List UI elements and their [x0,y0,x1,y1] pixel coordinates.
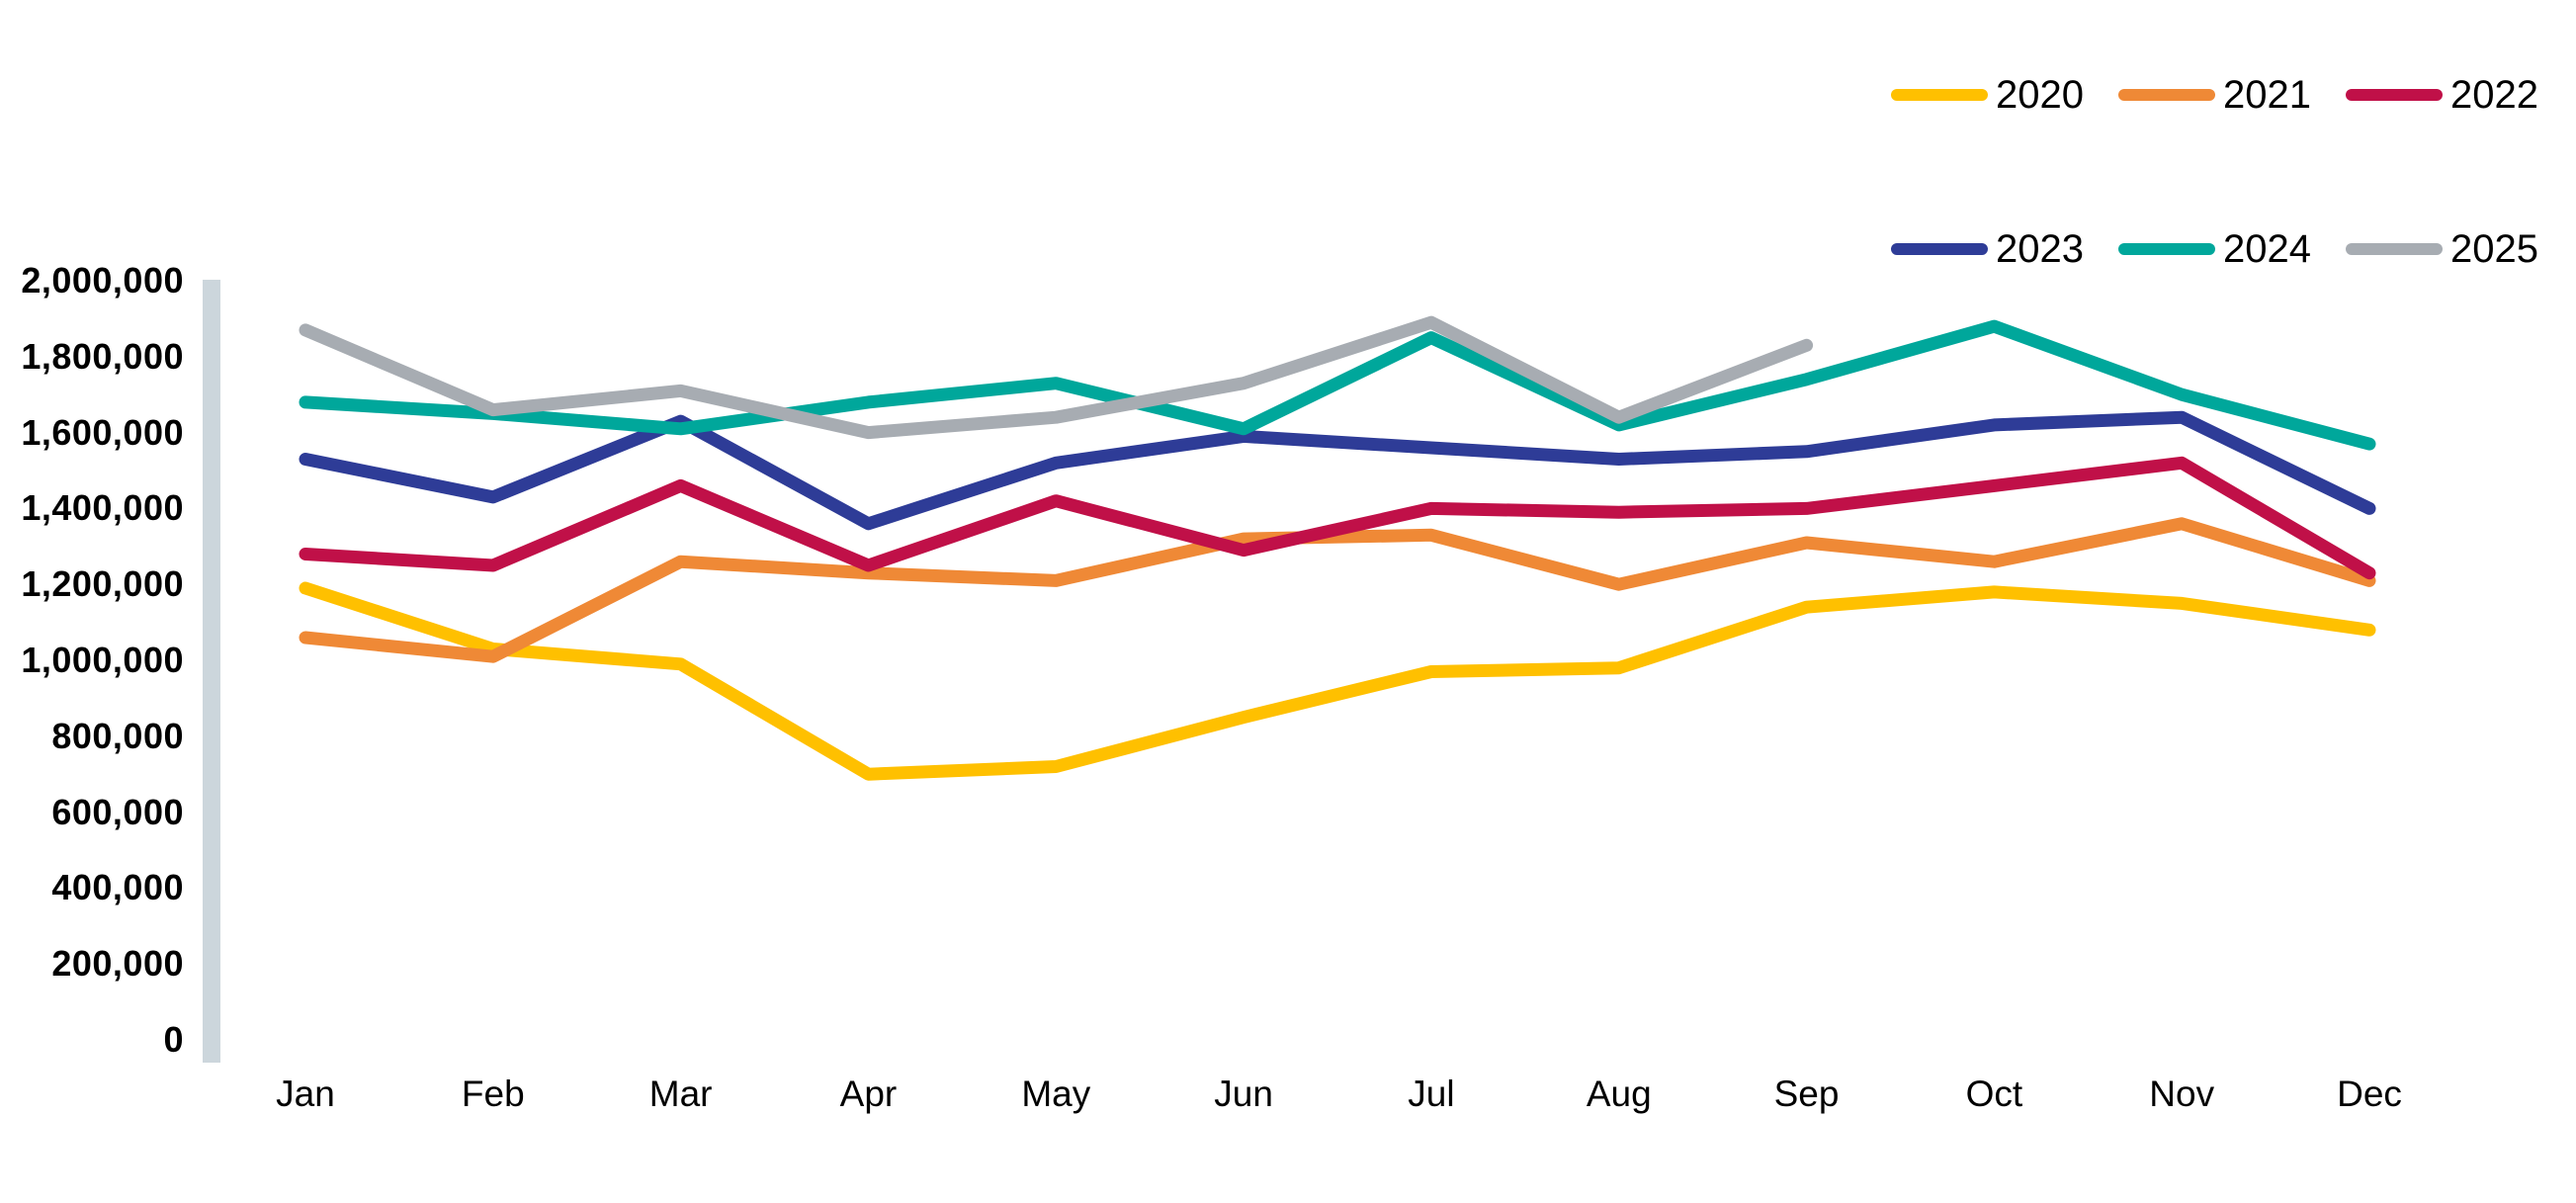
y-tick-label: 800,000 [51,715,184,756]
x-tick-label-may: May [1021,1074,1091,1114]
x-tick-label-mar: Mar [648,1074,713,1114]
x-tick-label-jan: Jan [276,1074,335,1114]
legend-swatch [1891,89,1988,101]
y-tick-label: 0 [163,1019,184,1060]
legend-label: 2022 [2450,72,2538,117]
legend-label: 2024 [2223,226,2311,271]
x-tick-label-jul: Jul [1408,1074,1455,1114]
x-tick-label-aug: Aug [1586,1074,1652,1114]
x-tick-label-apr: Apr [839,1074,898,1114]
series-line-2021 [299,517,2376,663]
x-tick-label-nov: Nov [2149,1074,2215,1114]
legend-item-2021[interactable]: 2021 [2118,70,2311,120]
y-tick-label: 400,000 [51,867,184,908]
x-tick-label-sep: Sep [1773,1074,1840,1114]
series-line-2020 [299,581,2376,781]
series-line-2025 [299,315,1814,440]
legend-item-2024[interactable]: 2024 [2118,224,2311,274]
legend-label: 2023 [1996,226,2084,271]
y-tick-label: 1,800,000 [21,335,184,377]
y-tick-label: 1,400,000 [21,487,184,529]
y-tick-label: 2,000,000 [21,260,184,301]
legend-item-2022[interactable]: 2022 [2346,70,2538,120]
y-axis-labels: 0 200,000 400,000 600,000 800,000 1,000,000 1,… [0,0,184,1203]
y-tick-label: 1,200,000 [21,563,184,605]
legend-item-2025[interactable]: 2025 [2346,224,2538,274]
legend-swatch [2118,243,2215,255]
legend-swatch [2118,89,2215,101]
y-axis-bar [203,280,220,1063]
legend-swatch [1891,243,1988,255]
legend-label: 2021 [2223,72,2311,117]
series-line-2023 [299,410,2376,531]
x-tick-label-oct: Oct [1965,1074,2023,1114]
legend-swatch [2346,243,2443,255]
y-tick-label: 200,000 [51,943,184,985]
legend-item-2023[interactable]: 2023 [1891,224,2084,274]
y-tick-label: 600,000 [51,791,184,832]
series-line-2024 [299,319,2376,451]
legend-label: 2020 [1996,72,2084,117]
x-tick-label-dec: Dec [2337,1074,2402,1114]
y-tick-label: 1,000,000 [21,640,184,680]
series-line-2022 [299,456,2376,580]
legend-swatch [2346,89,2443,101]
x-tick-label-jun: Jun [1214,1074,1273,1114]
y-tick-label: 1,600,000 [21,411,184,453]
legend-item-2020[interactable]: 2020 [1891,70,2084,120]
x-tick-label-feb: Feb [461,1074,525,1114]
legend-label: 2025 [2450,226,2538,271]
